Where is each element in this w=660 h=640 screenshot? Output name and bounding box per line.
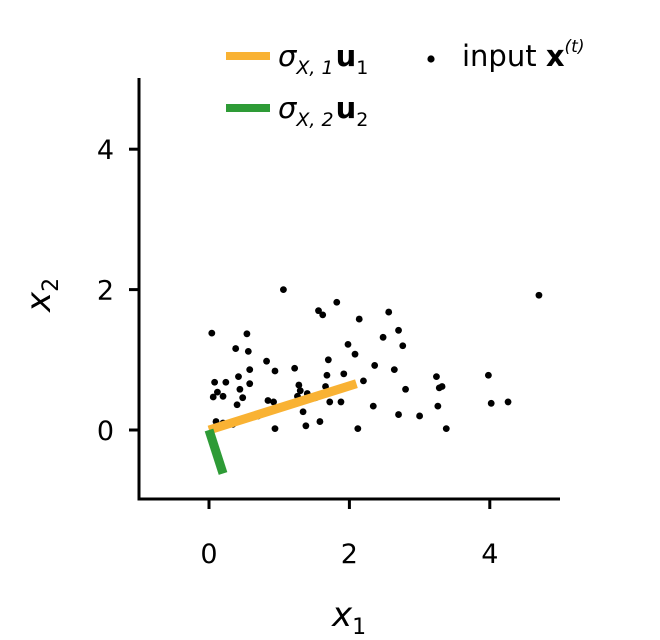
legend-u1-bold: u [336, 39, 357, 73]
legend-entry-u1: σX, 1u1 [226, 39, 368, 79]
data-point [295, 381, 303, 389]
data-point [371, 362, 379, 369]
data-point [244, 347, 252, 355]
data-point [434, 402, 442, 410]
legend-label-u1: σX, 1u1 [278, 39, 368, 79]
data-point [211, 378, 219, 386]
data-point [296, 387, 304, 395]
y-axis-label: x2 [19, 278, 64, 313]
data-point [236, 385, 244, 393]
y-axis-label-main: x [19, 291, 59, 313]
data-point [209, 393, 217, 401]
data-point [340, 370, 348, 378]
data-point [487, 399, 495, 407]
data-point [222, 378, 230, 386]
data-point [271, 425, 279, 432]
x-tick-label: 2 [341, 539, 358, 570]
data-point [235, 373, 242, 381]
x-tick-label: 4 [481, 539, 498, 570]
data-point [504, 398, 512, 406]
y-axis-label-sub: 2 [39, 278, 64, 292]
data-point [316, 418, 324, 425]
legend-u2-sub: X, 2 [295, 109, 333, 131]
legend-input-main: input [462, 39, 546, 73]
vector-u2 [204, 428, 228, 475]
legend-swatch-input [427, 55, 435, 63]
x-axis-label-sub: 1 [352, 615, 366, 640]
data-point [270, 398, 277, 406]
data-point [379, 333, 387, 341]
legend-label-input: input x(t) [462, 37, 584, 73]
data-point [243, 330, 251, 338]
data-point [246, 366, 254, 374]
data-point [355, 315, 363, 323]
x-axis-label: x1 [331, 595, 366, 640]
data-point [291, 364, 299, 372]
vector-u1 [207, 379, 358, 435]
data-point [214, 388, 221, 396]
data-point [360, 377, 367, 385]
y-tick-label: 4 [97, 135, 114, 166]
data-point [337, 398, 345, 406]
y-ticks: 0 2 4 [97, 135, 139, 447]
data-point [323, 371, 331, 379]
data-point [239, 394, 247, 402]
data-point [232, 345, 240, 352]
x-ticks: 0 2 4 [200, 499, 498, 570]
data-point [271, 367, 279, 375]
data-point [246, 380, 254, 388]
data-point [219, 392, 227, 400]
x-tick-label: 0 [200, 539, 217, 570]
legend-entry-u2: σX, 2u2 [226, 91, 368, 131]
data-point [433, 373, 440, 381]
data-point [385, 308, 393, 316]
plot-marks [204, 286, 543, 475]
y-tick-label: 2 [97, 276, 114, 307]
legend-input-bold: x [546, 39, 565, 73]
data-point [315, 307, 322, 315]
data-point [333, 298, 341, 306]
data-point [319, 311, 327, 319]
data-point [395, 411, 402, 418]
legend-u2-sigma: σ [278, 91, 298, 125]
data-point [351, 350, 359, 358]
data-point [442, 425, 450, 432]
data-point [233, 401, 241, 409]
data-point [344, 340, 352, 348]
data-point [402, 385, 409, 393]
legend-u1-sub: X, 1 [295, 57, 333, 79]
legend-u1-sigma: σ [278, 39, 298, 73]
data-point [484, 371, 492, 379]
data-point [395, 326, 402, 334]
legend: σX, 1u1 σX, 2u2 input x(t) [226, 37, 584, 131]
data-point [324, 356, 332, 364]
data-point [326, 398, 334, 406]
y-tick-label: 0 [97, 416, 114, 447]
legend-u2-boldsub: 2 [356, 109, 368, 131]
x-axis-label-main: x [331, 595, 353, 635]
data-point [369, 402, 377, 410]
data-point [263, 357, 270, 365]
legend-u1-boldsub: 1 [356, 57, 368, 79]
data-point [438, 383, 446, 390]
data-point [208, 329, 216, 337]
legend-label-u2: σX, 2u2 [278, 91, 368, 131]
legend-u2-bold: u [336, 91, 357, 125]
data-point [264, 397, 272, 404]
data-point [390, 366, 398, 374]
data-point [280, 286, 287, 293]
data-point [302, 422, 310, 430]
legend-input-sup: (t) [565, 37, 585, 57]
data-point [354, 425, 362, 432]
data-point [399, 342, 407, 350]
legend-entry-input: input x(t) [427, 37, 584, 73]
data-point [416, 412, 423, 420]
data-point [535, 291, 543, 299]
data-point [299, 408, 307, 416]
